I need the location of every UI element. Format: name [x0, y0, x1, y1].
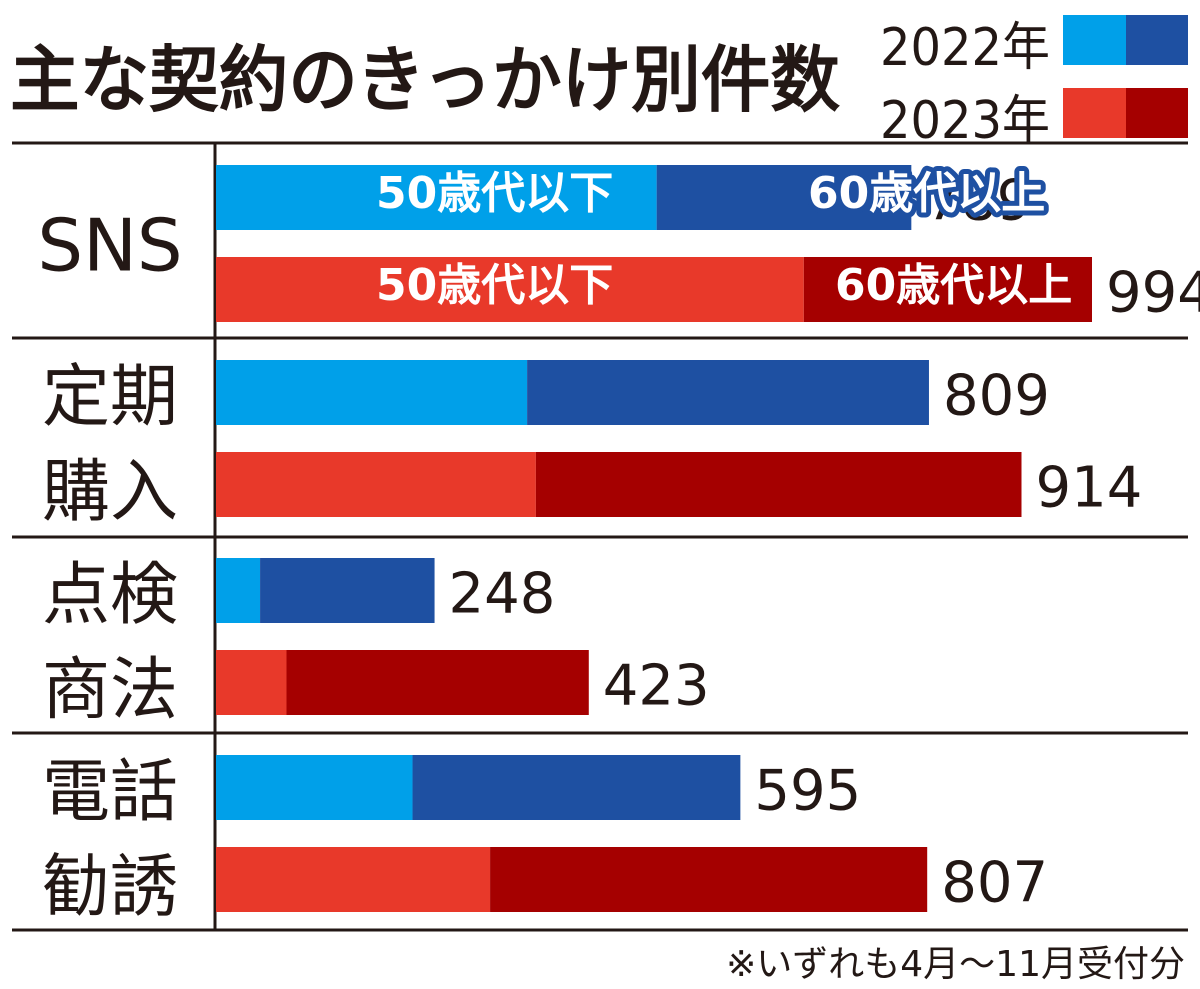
bar-under50 [216, 558, 261, 623]
bar-over60 [656, 165, 912, 230]
segment-label-under50: 50歳代以下 [376, 168, 613, 219]
legend: 2022年 2023年 [880, 15, 1188, 151]
category-label: 商法 [42, 651, 178, 730]
bar-under50 [216, 650, 287, 715]
chart-title: 主な契約のきっかけ別件数 [10, 38, 840, 122]
bar-over60 [412, 755, 741, 820]
bar-over60 [527, 360, 929, 425]
bar-under50 [216, 165, 657, 230]
category-label: 購入 [42, 453, 178, 532]
segment-label-under50: 50歳代以下 [376, 260, 613, 311]
category-label: 定期 [42, 358, 178, 437]
segment-label-over60: 60歳代以上 [835, 260, 1072, 311]
legend-label: 2023年 [880, 91, 1050, 151]
legend-swatch-over60 [1126, 15, 1188, 65]
bar-over60 [286, 650, 589, 715]
bar-over60 [260, 558, 435, 623]
bar-over60 [490, 847, 928, 912]
legend-swatch-under50 [1063, 88, 1126, 138]
bar-over60 [535, 452, 1022, 517]
legend-swatch-over60 [1126, 88, 1188, 138]
legend-swatch-under50 [1063, 15, 1126, 65]
footnote: ※いずれも4月〜11月受付分 [726, 944, 1185, 985]
bar-total-label: 807 [941, 851, 1048, 916]
bar-total-label: 595 [754, 759, 861, 824]
legend-label: 2022年 [880, 18, 1050, 78]
category-label: 勧誘 [42, 848, 178, 927]
bar-total-label: 789 [925, 169, 1032, 234]
bar-total-label: 809 [943, 364, 1050, 429]
bar-over60 [803, 257, 1092, 322]
bar-under50 [216, 755, 413, 820]
bar-under50 [216, 452, 536, 517]
bar-total-label: 423 [603, 654, 710, 719]
chart-frame [12, 141, 1188, 932]
bar-under50 [216, 257, 804, 322]
category-label: 電話 [42, 753, 178, 832]
bar-total-label: 914 [1035, 456, 1142, 521]
category-label: SNS [37, 204, 182, 288]
bar-under50 [216, 360, 528, 425]
bar-total-label: 248 [449, 562, 556, 627]
bar-total-label: 994 [1106, 261, 1200, 326]
bar-under50 [216, 847, 491, 912]
segment-label-over60: 60歳代以上 [808, 168, 1045, 219]
category-label: 点検 [42, 556, 178, 635]
